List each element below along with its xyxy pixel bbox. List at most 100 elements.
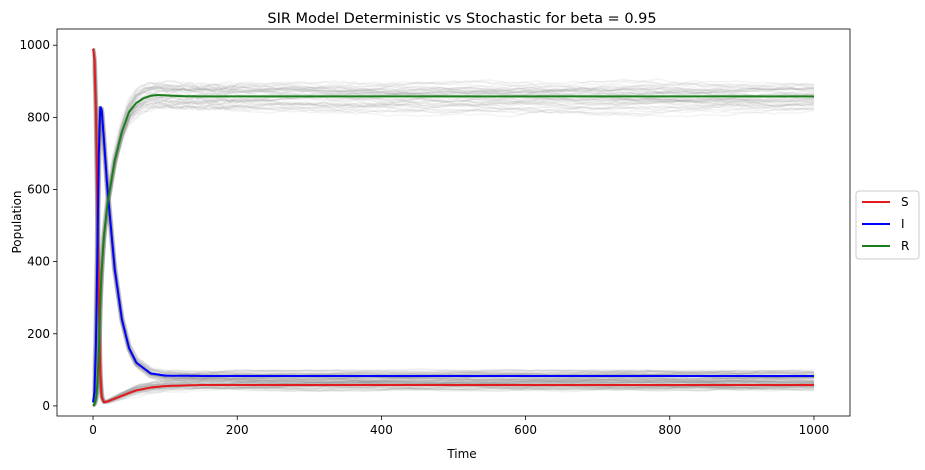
x-tick-label: 1000: [799, 423, 830, 437]
stochastic-run-line: [92, 86, 815, 407]
stochastic-run-line: [92, 105, 815, 397]
stochastic-run-line: [92, 106, 815, 392]
stochastic-run-line: [92, 107, 814, 401]
y-tick-label: 400: [27, 255, 50, 269]
stochastic-run-line: [92, 53, 815, 404]
x-axis-ticks: 0 200 400 600 800 1000: [89, 416, 829, 437]
stochastic-run-line: [92, 98, 815, 407]
x-tick-label: 400: [370, 423, 393, 437]
stochastic-run-line: [92, 48, 815, 402]
stochastic-run-line: [92, 100, 814, 407]
legend: SIR: [855, 190, 920, 260]
stochastic-run-line: [92, 91, 815, 405]
stochastic-run-line: [92, 86, 815, 406]
stochastic-run-line: [92, 99, 815, 404]
stochastic-run-line: [93, 86, 815, 407]
stochastic-run-line: [92, 99, 815, 407]
stochastic-run-line: [92, 53, 815, 403]
stochastic-run-line: [92, 53, 815, 404]
stochastic-run-line: [93, 107, 815, 404]
stochastic-run-line: [93, 93, 815, 407]
stochastic-run-line: [92, 106, 814, 385]
stochastic-run-line: [93, 105, 815, 404]
x-tick-label: 800: [658, 423, 681, 437]
stochastic-run-line: [92, 107, 815, 403]
stochastic-run-line: [92, 106, 815, 396]
stochastic-run-line: [93, 48, 815, 402]
stochastic-run-line: [92, 106, 815, 401]
stochastic-run-line: [93, 87, 815, 407]
series-line-I: [92, 106, 814, 403]
stochastic-run-line: [92, 107, 815, 401]
stochastic-run-line: [92, 106, 815, 398]
stochastic-run-line: [92, 99, 815, 407]
y-axis-ticks: 0 200 400 600 800 1000: [19, 38, 57, 413]
stochastic-run-line: [93, 48, 815, 403]
stochastic-run-line: [92, 107, 815, 384]
stochastic-run-line: [92, 83, 815, 406]
stochastic-run-line: [92, 67, 815, 404]
stochastic-run-line: [92, 90, 815, 406]
stochastic-run-line: [92, 85, 815, 407]
stochastic-run-line: [92, 55, 815, 405]
stochastic-run-line: [92, 95, 815, 407]
stochastic-run-line: [92, 106, 815, 398]
stochastic-run-line: [93, 89, 815, 407]
stochastic-run-line: [92, 48, 815, 405]
stochastic-run-line: [92, 48, 815, 405]
stochastic-run-line: [92, 92, 814, 406]
stochastic-run-line: [92, 67, 815, 403]
stochastic-run-line: [92, 96, 815, 408]
stochastic-run-line: [92, 90, 815, 403]
stochastic-run-line: [93, 107, 815, 404]
stochastic-run-line: [92, 104, 815, 376]
stochastic-run-line: [92, 54, 815, 404]
series-line-S: [92, 48, 814, 404]
stochastic-run-line: [92, 105, 815, 406]
stochastic-run-line: [92, 105, 815, 393]
stochastic-run-line: [92, 82, 815, 407]
stochastic-run-line: [92, 85, 815, 407]
legend-label-S: S: [901, 195, 909, 209]
stochastic-run-line: [93, 48, 815, 403]
stochastic-run-line: [92, 48, 815, 404]
stochastic-run-line: [93, 48, 815, 402]
stochastic-run-line: [93, 106, 815, 404]
y-tick-label: 1000: [19, 38, 50, 52]
stochastic-run-line: [93, 107, 815, 404]
y-tick-label: 600: [27, 182, 50, 196]
stochastic-run-line: [92, 107, 815, 403]
stochastic-run-line: [93, 48, 815, 403]
stochastic-run-line: [92, 93, 815, 404]
stochastic-run-line: [92, 95, 815, 407]
stochastic-run-line: [92, 83, 815, 407]
stochastic-run-line: [92, 79, 815, 407]
y-tick-label: 800: [27, 110, 50, 124]
stochastic-run-line: [93, 48, 815, 403]
stochastic-runs: [92, 47, 815, 408]
x-tick-label: 0: [89, 423, 97, 437]
stochastic-run-line: [92, 84, 815, 407]
stochastic-run-line: [93, 48, 815, 402]
chart-title: SIR Model Deterministic vs Stochastic fo…: [267, 11, 656, 27]
x-tick-label: 600: [514, 423, 537, 437]
stochastic-run-line: [92, 78, 815, 406]
stochastic-run-line: [92, 52, 815, 403]
stochastic-run-line: [92, 101, 814, 407]
stochastic-run-line: [92, 105, 815, 375]
stochastic-run-line: [92, 107, 815, 395]
stochastic-run-line: [92, 106, 815, 404]
stochastic-run-line: [92, 107, 815, 403]
stochastic-run-line: [92, 83, 814, 407]
legend-label-R: R: [901, 239, 909, 253]
stochastic-run-line: [92, 106, 815, 393]
stochastic-run-line: [92, 101, 815, 407]
stochastic-run-line: [92, 80, 815, 407]
y-tick-label: 200: [27, 327, 50, 341]
stochastic-run-line: [92, 70, 815, 403]
stochastic-run-line: [93, 108, 815, 404]
stochastic-run-line: [92, 104, 815, 393]
stochastic-run-line: [93, 94, 815, 407]
stochastic-run-line: [92, 103, 815, 406]
stochastic-run-line: [93, 106, 815, 404]
